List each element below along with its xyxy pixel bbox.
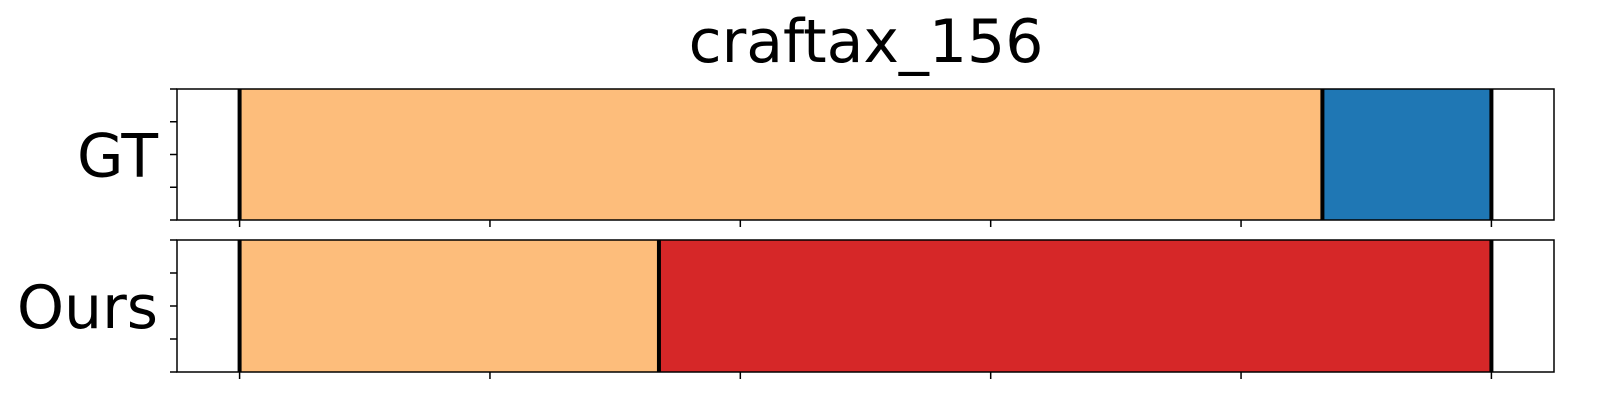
row-label-ours: Ours <box>17 273 158 343</box>
chart-title: craftax_156 <box>689 7 1044 77</box>
rows-layer: GT Ours <box>17 88 1555 379</box>
row-ours: Ours <box>17 239 1555 379</box>
row-label-gt: GT <box>77 122 158 192</box>
segment-gt-0 <box>239 89 1323 220</box>
segment-ours-1 <box>658 240 1492 372</box>
segment-ours-0 <box>239 240 659 372</box>
row-gt: GT <box>77 88 1555 227</box>
segment-gt-1 <box>1322 89 1492 220</box>
